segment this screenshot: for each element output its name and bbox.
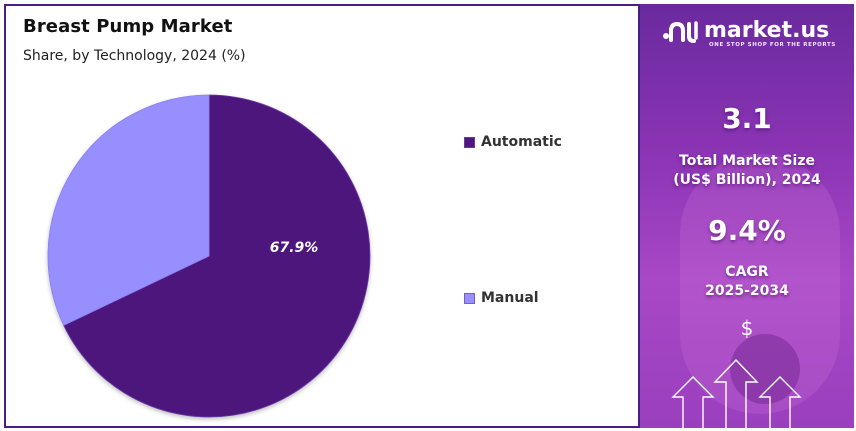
arrow-up-icon	[671, 376, 715, 428]
pie-chart: 67.9%	[47, 94, 371, 418]
market-size-value: 3.1	[722, 102, 772, 135]
chart-area: Breast Pump Market Share, by Technology,…	[6, 6, 638, 426]
market-size-label-line1: Total Market Size	[679, 153, 815, 169]
legend-label-automatic: Automatic	[481, 134, 562, 150]
dollar-icon: $	[740, 316, 754, 340]
growth-arrows	[671, 358, 802, 428]
legend-swatch-automatic	[464, 136, 475, 148]
cagr-value: 9.4%	[708, 214, 786, 247]
pie-slice-automatic[interactable]	[63, 94, 371, 418]
chart-frame: Breast Pump Market Share, by Technology,…	[4, 4, 854, 428]
market-us-logo-icon	[663, 21, 698, 43]
cagr-label: CAGR 2025-2034	[640, 263, 854, 301]
legend-swatch-manual	[464, 292, 475, 304]
brand-name: market.us	[704, 18, 830, 43]
legend-label-manual: Manual	[481, 290, 539, 306]
market-size-label-line2: (US$ Billion), 2024	[673, 172, 821, 188]
cagr-label-line2: 2025-2034	[705, 283, 789, 299]
brand-logo[interactable]: market.us ONE STOP SHOP FOR THE REPORTS	[662, 18, 835, 48]
brand-tagline: ONE STOP SHOP FOR THE REPORTS	[709, 42, 836, 48]
pie-slice-manual[interactable]	[47, 94, 210, 326]
chart-title: Breast Pump Market	[23, 16, 233, 37]
summary-panel: market.us ONE STOP SHOP FOR THE REPORTS …	[638, 4, 854, 428]
legend-item-automatic[interactable]: Automatic	[464, 134, 562, 150]
legend-item-manual[interactable]: Manual	[464, 290, 539, 306]
market-size-label: Total Market Size (US$ Billion), 2024	[640, 152, 854, 190]
cagr-label-line1: CAGR	[725, 264, 769, 280]
arrow-up-icon	[758, 376, 802, 428]
arrow-up-icon	[713, 358, 759, 428]
chart-subtitle: Share, by Technology, 2024 (%)	[23, 48, 246, 64]
pie-data-label: 67.9%	[270, 240, 319, 256]
background-decoration	[680, 154, 840, 414]
